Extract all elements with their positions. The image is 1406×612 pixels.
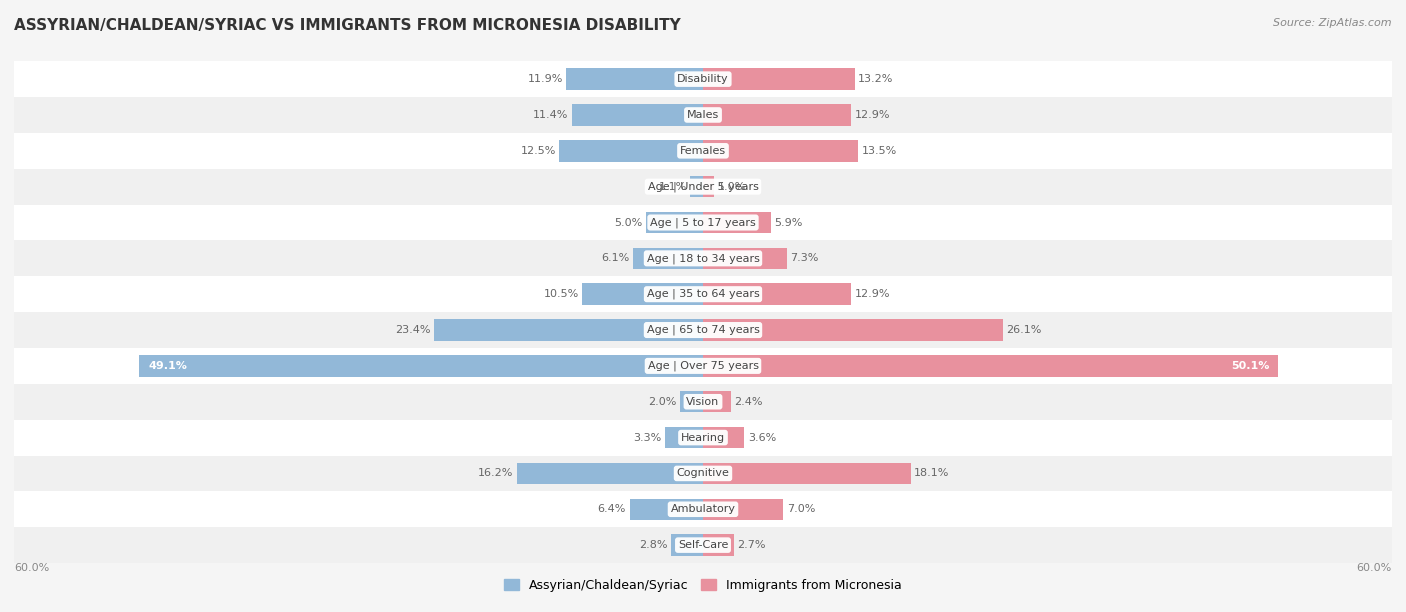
Text: 6.4%: 6.4% <box>598 504 626 514</box>
FancyBboxPatch shape <box>14 133 1392 169</box>
Text: 13.2%: 13.2% <box>858 74 893 84</box>
Bar <box>560 140 703 162</box>
Text: Hearing: Hearing <box>681 433 725 442</box>
FancyBboxPatch shape <box>14 348 1392 384</box>
Text: Age | 18 to 34 years: Age | 18 to 34 years <box>647 253 759 264</box>
Text: 2.8%: 2.8% <box>638 540 668 550</box>
Text: Age | 5 to 17 years: Age | 5 to 17 years <box>650 217 756 228</box>
Bar <box>703 534 734 556</box>
Bar <box>703 427 744 449</box>
FancyBboxPatch shape <box>14 204 1392 241</box>
FancyBboxPatch shape <box>14 312 1392 348</box>
Text: 5.0%: 5.0% <box>614 217 643 228</box>
Legend: Assyrian/Chaldean/Syriac, Immigrants from Micronesia: Assyrian/Chaldean/Syriac, Immigrants fro… <box>499 574 907 597</box>
FancyBboxPatch shape <box>14 491 1392 527</box>
FancyBboxPatch shape <box>14 97 1392 133</box>
Text: 50.1%: 50.1% <box>1230 361 1270 371</box>
Text: Age | 65 to 74 years: Age | 65 to 74 years <box>647 325 759 335</box>
FancyBboxPatch shape <box>14 527 1392 563</box>
Text: 11.4%: 11.4% <box>533 110 568 120</box>
Text: 11.9%: 11.9% <box>527 74 562 84</box>
Text: 2.7%: 2.7% <box>738 540 766 550</box>
Text: 3.3%: 3.3% <box>634 433 662 442</box>
Text: Cognitive: Cognitive <box>676 468 730 479</box>
Bar <box>703 104 851 125</box>
Bar <box>645 212 703 233</box>
Bar <box>665 427 703 449</box>
Text: Self-Care: Self-Care <box>678 540 728 550</box>
Text: 7.0%: 7.0% <box>787 504 815 514</box>
Text: 10.5%: 10.5% <box>544 289 579 299</box>
Text: 1.0%: 1.0% <box>718 182 747 192</box>
Text: Disability: Disability <box>678 74 728 84</box>
Text: 12.9%: 12.9% <box>855 110 890 120</box>
Text: Ambulatory: Ambulatory <box>671 504 735 514</box>
Text: 60.0%: 60.0% <box>14 563 49 573</box>
Text: Age | Under 5 years: Age | Under 5 years <box>648 181 758 192</box>
Bar <box>630 499 703 520</box>
Text: 26.1%: 26.1% <box>1007 325 1042 335</box>
FancyBboxPatch shape <box>14 61 1392 97</box>
FancyBboxPatch shape <box>14 241 1392 276</box>
Text: Males: Males <box>688 110 718 120</box>
Text: 2.0%: 2.0% <box>648 397 676 407</box>
Bar <box>703 212 770 233</box>
Bar <box>703 463 911 484</box>
Bar <box>572 104 703 125</box>
Bar <box>703 283 851 305</box>
FancyBboxPatch shape <box>14 384 1392 420</box>
Text: Vision: Vision <box>686 397 720 407</box>
Bar <box>703 499 783 520</box>
Bar <box>703 319 1002 341</box>
Bar <box>671 534 703 556</box>
Bar <box>703 391 731 412</box>
Text: Age | Over 75 years: Age | Over 75 years <box>648 360 758 371</box>
Text: 3.6%: 3.6% <box>748 433 776 442</box>
Text: 18.1%: 18.1% <box>914 468 949 479</box>
Text: Source: ZipAtlas.com: Source: ZipAtlas.com <box>1274 18 1392 28</box>
Bar <box>434 319 703 341</box>
FancyBboxPatch shape <box>14 276 1392 312</box>
Text: 6.1%: 6.1% <box>602 253 630 263</box>
Bar <box>582 283 703 305</box>
Text: 16.2%: 16.2% <box>478 468 513 479</box>
Text: 7.3%: 7.3% <box>790 253 818 263</box>
Text: 12.5%: 12.5% <box>520 146 555 156</box>
Bar <box>703 69 855 90</box>
FancyBboxPatch shape <box>14 455 1392 491</box>
Text: Females: Females <box>681 146 725 156</box>
Text: 60.0%: 60.0% <box>1357 563 1392 573</box>
Text: 1.1%: 1.1% <box>658 182 688 192</box>
Bar <box>681 391 703 412</box>
Bar <box>517 463 703 484</box>
Text: 13.5%: 13.5% <box>862 146 897 156</box>
Text: Age | 35 to 64 years: Age | 35 to 64 years <box>647 289 759 299</box>
Text: 2.4%: 2.4% <box>734 397 762 407</box>
Bar <box>567 69 703 90</box>
Text: 12.9%: 12.9% <box>855 289 890 299</box>
Text: ASSYRIAN/CHALDEAN/SYRIAC VS IMMIGRANTS FROM MICRONESIA DISABILITY: ASSYRIAN/CHALDEAN/SYRIAC VS IMMIGRANTS F… <box>14 18 681 34</box>
Text: 23.4%: 23.4% <box>395 325 430 335</box>
Bar <box>139 355 703 376</box>
Bar <box>690 176 703 198</box>
Text: 49.1%: 49.1% <box>149 361 187 371</box>
Bar <box>703 176 714 198</box>
Bar <box>633 248 703 269</box>
FancyBboxPatch shape <box>14 420 1392 455</box>
Bar <box>703 355 1278 376</box>
Bar <box>703 140 858 162</box>
Bar <box>703 248 787 269</box>
FancyBboxPatch shape <box>14 169 1392 204</box>
Text: 5.9%: 5.9% <box>775 217 803 228</box>
